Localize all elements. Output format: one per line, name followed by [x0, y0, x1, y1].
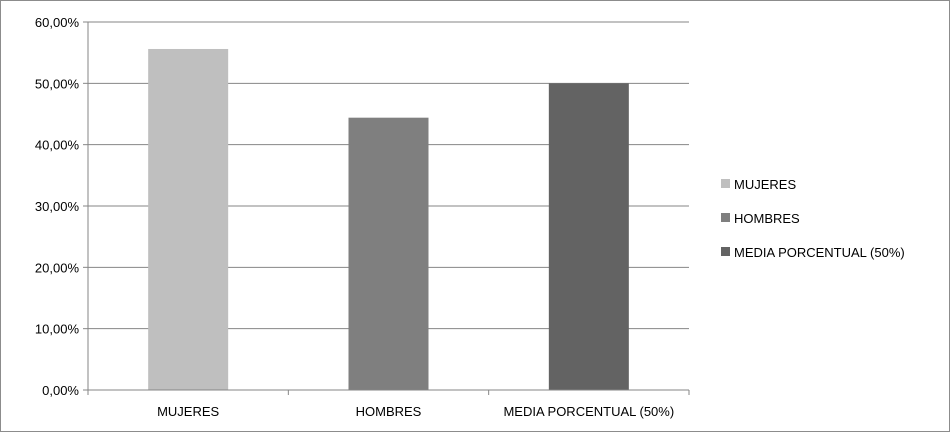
bars [148, 48, 629, 391]
x-tick-label: MUJERES [157, 404, 219, 419]
legend-label: HOMBRES [734, 211, 800, 226]
x-tick-label: MEDIA PORCENTUAL (50%) [503, 404, 674, 419]
legend-label: MEDIA PORCENTUAL (50%) [734, 245, 905, 260]
bar-hombres [348, 117, 429, 391]
y-tick-label: 60,00% [35, 15, 80, 30]
axes [83, 21, 690, 395]
y-tick-label: 20,00% [35, 260, 80, 275]
legend-swatch [721, 247, 730, 256]
y-tick-label: 30,00% [35, 199, 80, 214]
x-axis-tick-labels: MUJERES HOMBRES MEDIA PORCENTUAL (50%) [157, 404, 674, 419]
y-tick-label: 50,00% [35, 76, 80, 91]
bar-mujeres [148, 48, 229, 391]
legend-swatch [721, 179, 730, 188]
legend-label: MUJERES [734, 177, 796, 192]
x-tick-label: HOMBRES [356, 404, 422, 419]
legend: MUJERES HOMBRES MEDIA PORCENTUAL (50%) [721, 177, 905, 260]
y-tick-label: 40,00% [35, 138, 80, 153]
y-tick-label: 0,00% [42, 383, 79, 398]
y-tick-label: 10,00% [35, 322, 80, 337]
legend-swatch [721, 213, 730, 222]
bar-media-porcentual-50 [548, 83, 629, 390]
y-axis-tick-labels: 0,00% 10,00% 20,00% 30,00% 40,00% 50,00% 60,00… [35, 15, 80, 398]
